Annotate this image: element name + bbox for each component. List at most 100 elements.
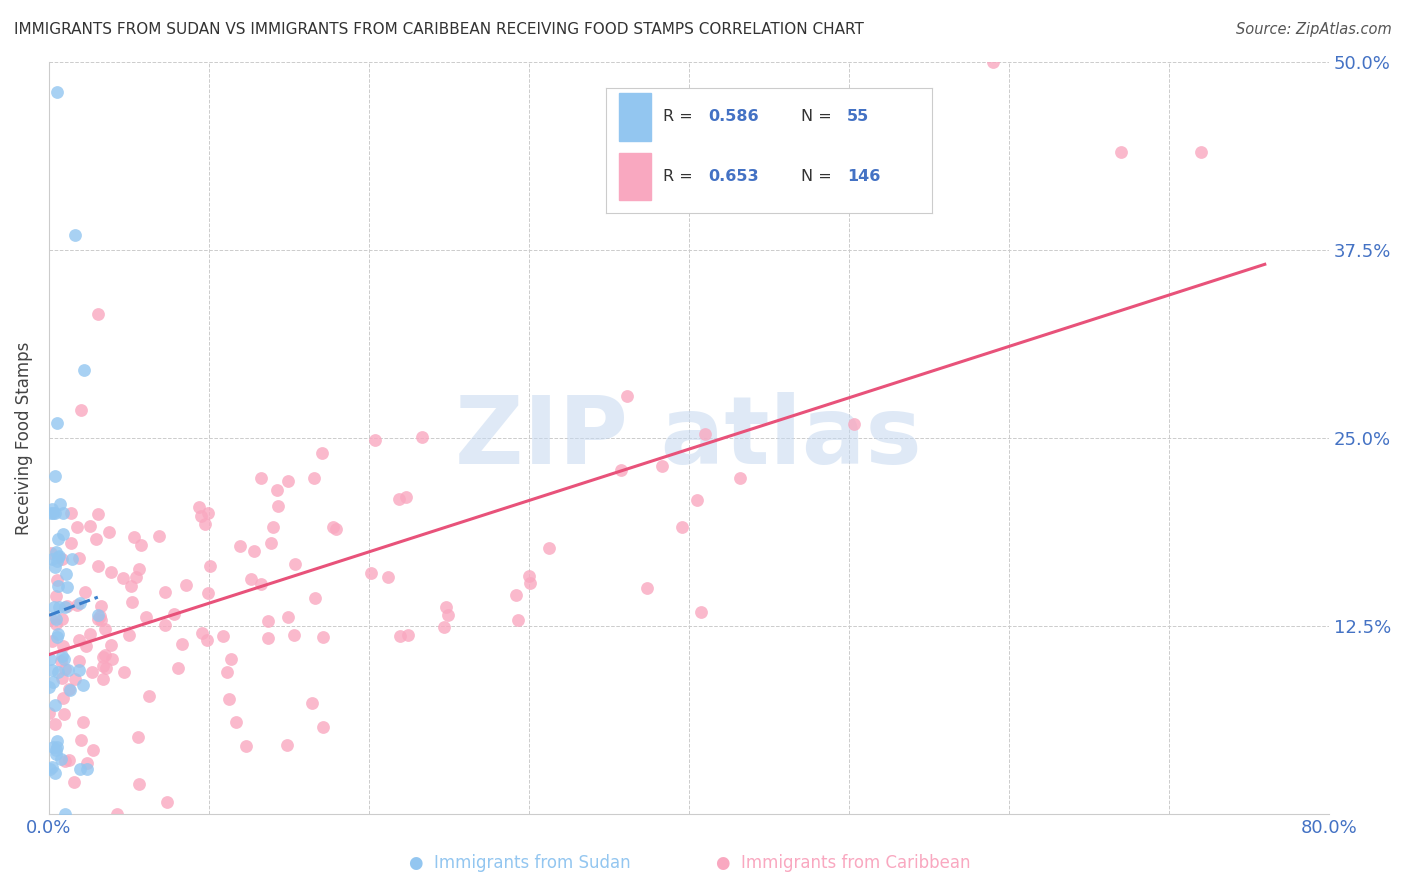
Point <box>437 608 460 623</box>
Point <box>121 595 143 609</box>
Point <box>671 519 693 533</box>
Point <box>105 807 128 822</box>
Point <box>79 518 101 533</box>
Point <box>55 600 77 615</box>
Point <box>41 551 63 566</box>
Point <box>39 762 62 776</box>
Point <box>695 427 717 442</box>
Point <box>51 552 73 566</box>
Point <box>537 541 560 555</box>
Point <box>53 706 76 721</box>
Point <box>86 307 108 321</box>
Point <box>42 506 65 520</box>
Point <box>111 571 134 585</box>
Point <box>686 493 709 508</box>
Point <box>190 626 212 640</box>
Point <box>53 807 76 822</box>
Point <box>45 734 67 748</box>
Point <box>389 629 412 643</box>
Point <box>277 474 299 488</box>
Point <box>266 483 288 498</box>
Point <box>53 662 76 676</box>
Point <box>65 672 87 686</box>
Point <box>44 560 66 574</box>
Point <box>94 622 117 636</box>
Point <box>636 581 658 595</box>
Point <box>689 605 711 619</box>
Point <box>256 614 278 628</box>
Point <box>155 795 177 809</box>
Point <box>243 544 266 558</box>
Point <box>91 659 114 673</box>
Point <box>42 675 65 690</box>
Point <box>69 762 91 776</box>
Point <box>211 629 233 643</box>
Point <box>52 639 75 653</box>
Point <box>69 597 91 611</box>
Point <box>67 632 90 647</box>
Point <box>87 612 110 626</box>
Point <box>51 611 73 625</box>
Point <box>844 417 866 431</box>
Point <box>48 549 70 563</box>
Point <box>120 579 142 593</box>
Point <box>322 520 344 534</box>
Point <box>250 577 273 591</box>
Point <box>48 579 70 593</box>
Point <box>44 698 66 712</box>
Point <box>66 599 89 613</box>
Point <box>127 731 149 745</box>
Point <box>190 508 212 523</box>
Point <box>411 430 433 444</box>
Point <box>46 85 69 99</box>
Point <box>89 609 111 624</box>
Point <box>39 546 62 560</box>
Point <box>239 572 262 586</box>
Point <box>276 739 298 753</box>
Point <box>60 552 83 566</box>
Point <box>45 589 67 603</box>
Point <box>312 720 335 734</box>
Point <box>229 540 252 554</box>
Point <box>39 506 62 520</box>
Point <box>49 497 72 511</box>
Point <box>53 754 76 768</box>
Point <box>42 740 65 755</box>
Point <box>235 739 257 753</box>
Point <box>1109 145 1132 160</box>
Point <box>94 648 117 663</box>
Point <box>93 672 115 686</box>
Point <box>219 652 242 666</box>
Point <box>360 566 382 580</box>
Point <box>45 416 67 430</box>
Point <box>60 506 83 520</box>
Point <box>76 762 98 776</box>
Point <box>59 536 82 550</box>
Point <box>138 689 160 703</box>
Point <box>197 506 219 520</box>
Point <box>283 628 305 642</box>
Point <box>45 739 67 754</box>
Point <box>82 665 104 679</box>
Point <box>609 463 631 477</box>
Point <box>70 733 93 747</box>
Point <box>129 538 152 552</box>
Point <box>218 691 240 706</box>
Point <box>87 507 110 521</box>
Text: ●  Immigrants from Sudan: ● Immigrants from Sudan <box>409 855 631 872</box>
Point <box>187 500 209 515</box>
Point <box>56 663 79 677</box>
Point <box>118 628 141 642</box>
Point <box>87 559 110 574</box>
Point <box>377 570 399 584</box>
Point <box>41 759 63 773</box>
Point <box>45 612 67 626</box>
Point <box>434 600 457 615</box>
Point <box>82 742 104 756</box>
Text: Source: ZipAtlas.com: Source: ZipAtlas.com <box>1236 22 1392 37</box>
Point <box>1189 145 1212 160</box>
Point <box>94 661 117 675</box>
Point <box>51 671 73 685</box>
Point <box>174 578 197 592</box>
Point <box>519 576 541 591</box>
